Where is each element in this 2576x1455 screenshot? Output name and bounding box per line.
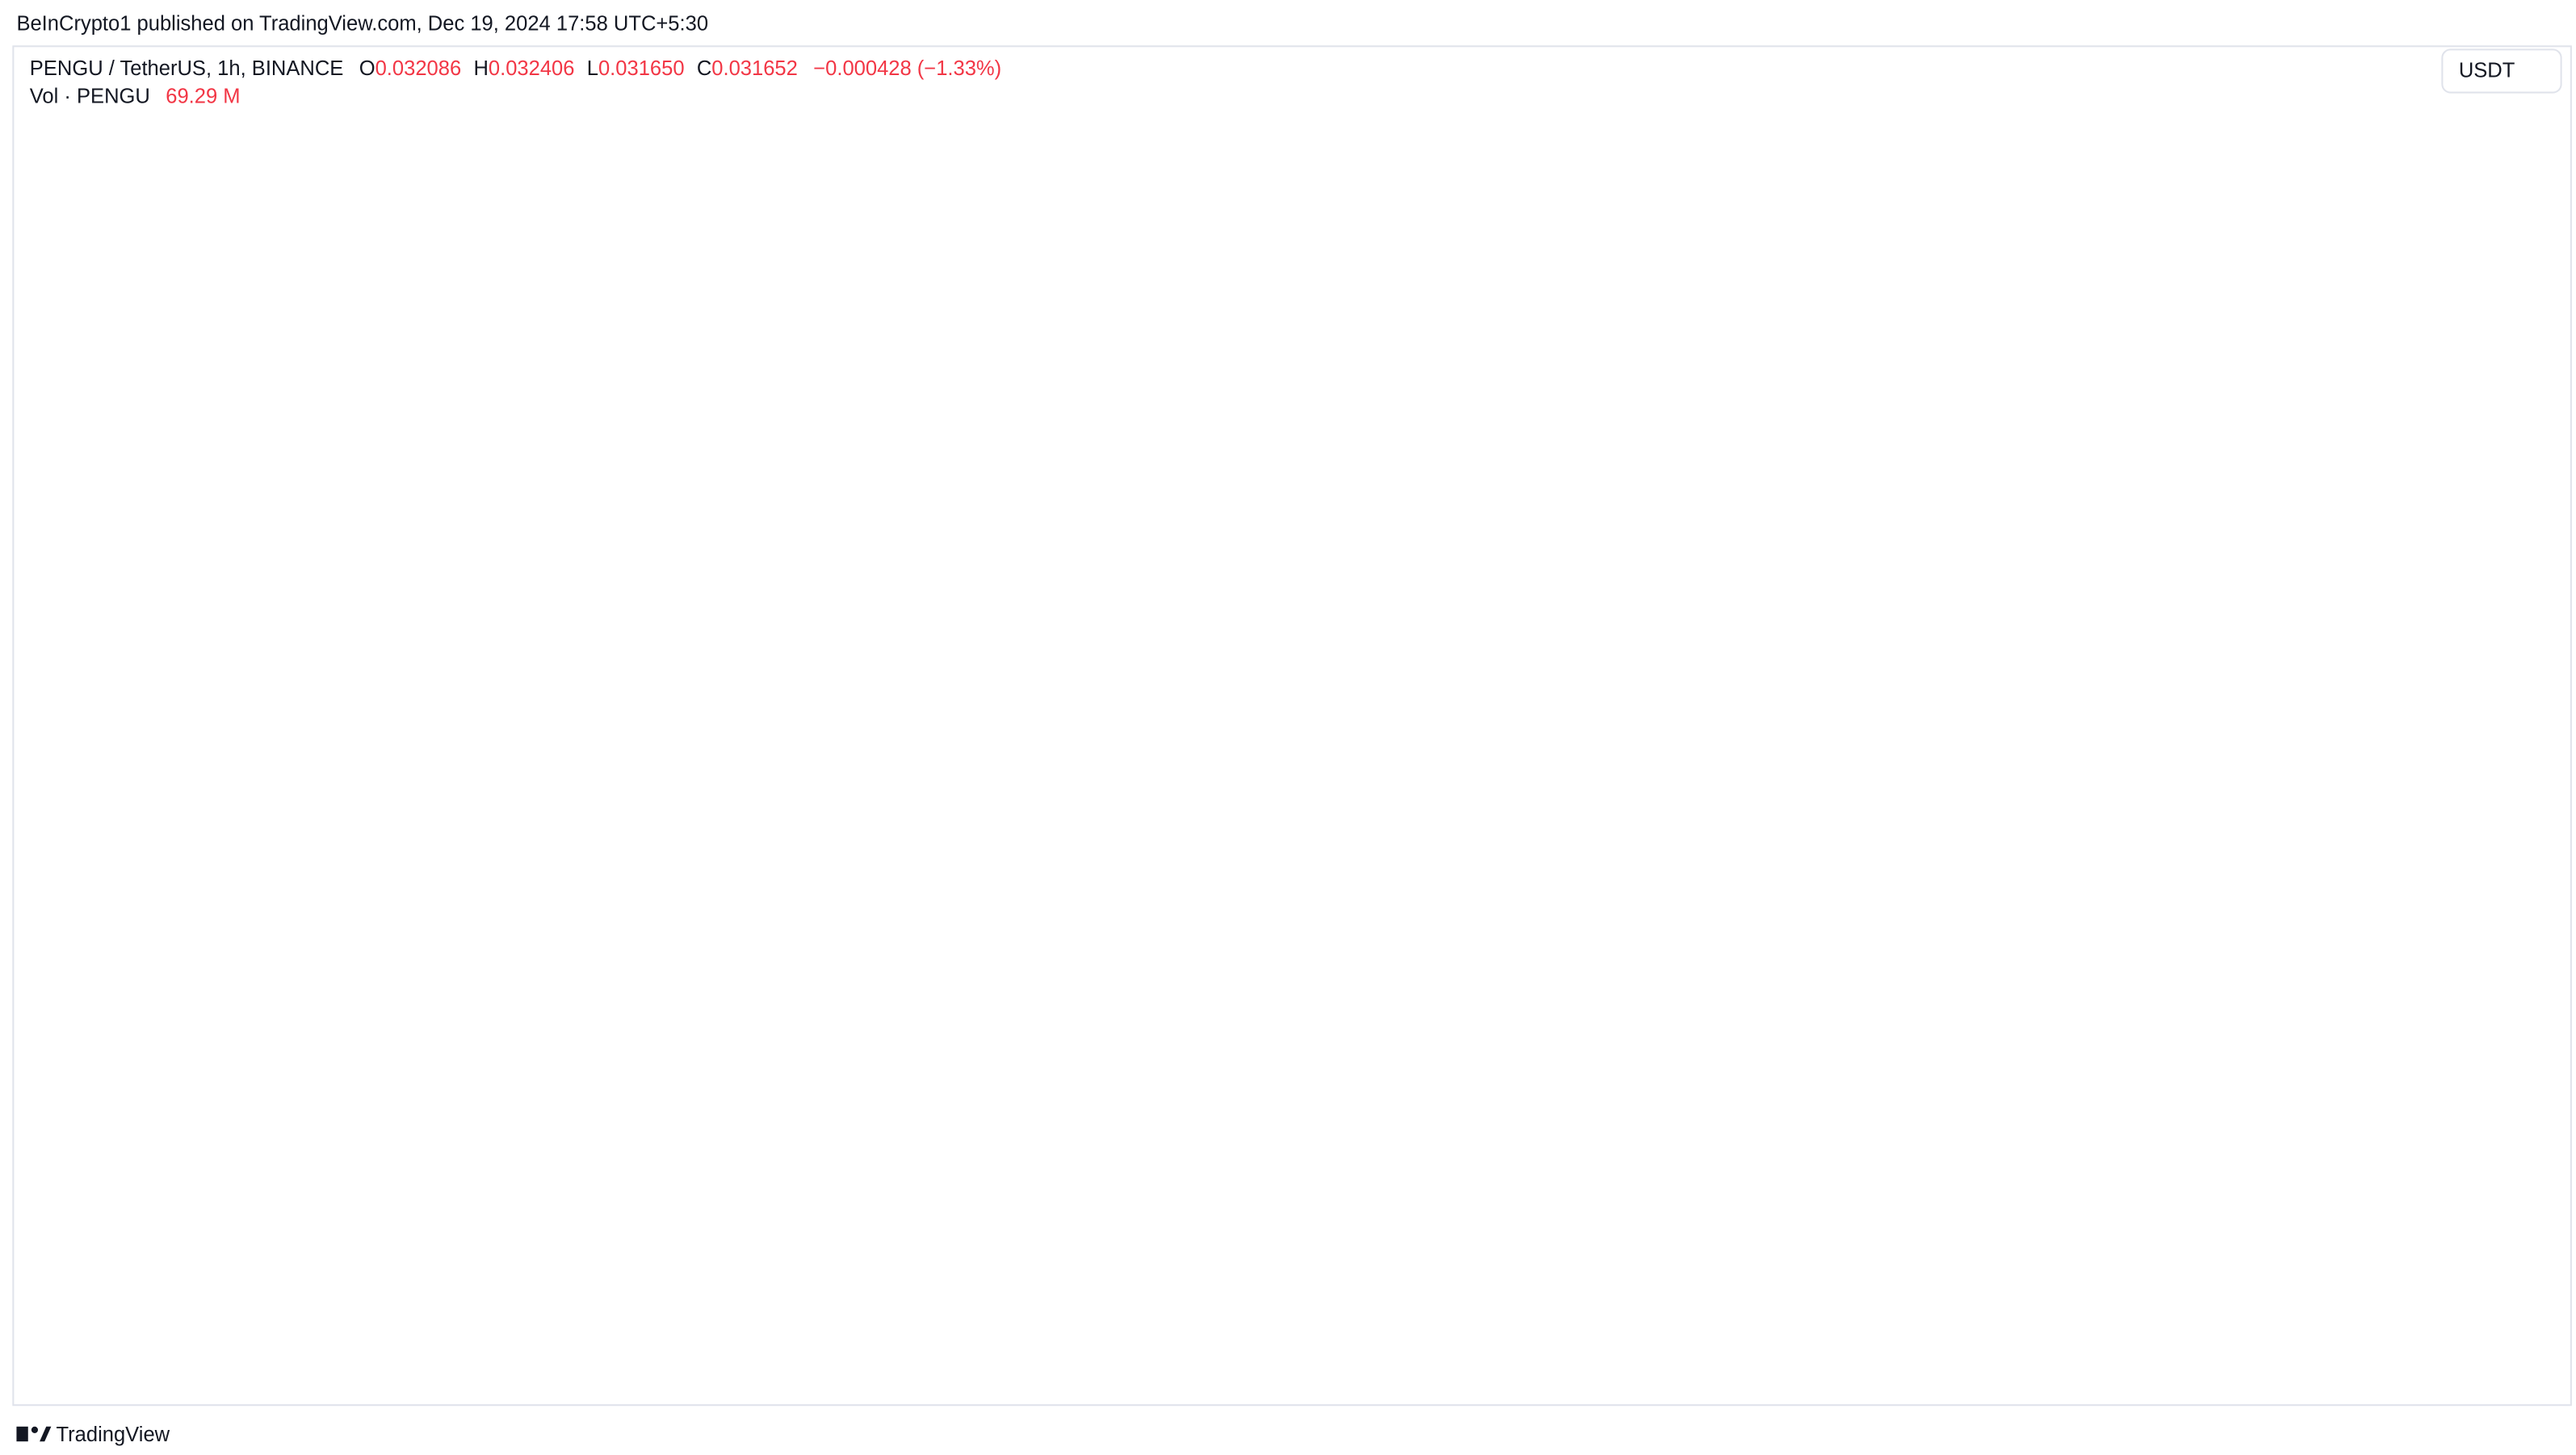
- brand-logo: TradingView: [16, 1424, 170, 1446]
- ohlc-letter: H: [473, 57, 488, 80]
- currency-button[interactable]: [2441, 48, 2562, 94]
- logo-mark: [16, 1426, 28, 1442]
- logo-mark: [40, 1426, 52, 1442]
- ohlc-value: 0.031652: [711, 57, 798, 80]
- published-line: BeInCrypto1 published on TradingView.com…: [16, 12, 708, 35]
- volume-title: Vol · PENGU: [30, 85, 150, 107]
- symbol-line: PENGU / TetherUS, 1h, BINANCE O0.032086 …: [30, 57, 1001, 80]
- ohlc-letter: O: [359, 57, 375, 80]
- currency-label[interactable]: USDT: [2459, 60, 2515, 82]
- ohlc-letter: C: [697, 57, 711, 80]
- change-label: −0.000428 (−1.33%): [813, 57, 1001, 80]
- symbol-title: PENGU / TetherUS, 1h, BINANCE: [30, 57, 344, 80]
- logo-mark: [31, 1426, 39, 1433]
- volume-line: Vol · PENGU 69.29 M: [30, 85, 241, 107]
- ohlc-letter: L: [587, 57, 598, 80]
- ohlc-value: 0.032086: [375, 57, 462, 80]
- brand-name: TradingView: [57, 1424, 170, 1446]
- chart-frame: [12, 45, 2572, 1407]
- ohlc-value: 0.031650: [598, 57, 685, 80]
- volume-value: 69.29 M: [166, 85, 240, 107]
- ohlc-value: 0.032406: [489, 57, 575, 80]
